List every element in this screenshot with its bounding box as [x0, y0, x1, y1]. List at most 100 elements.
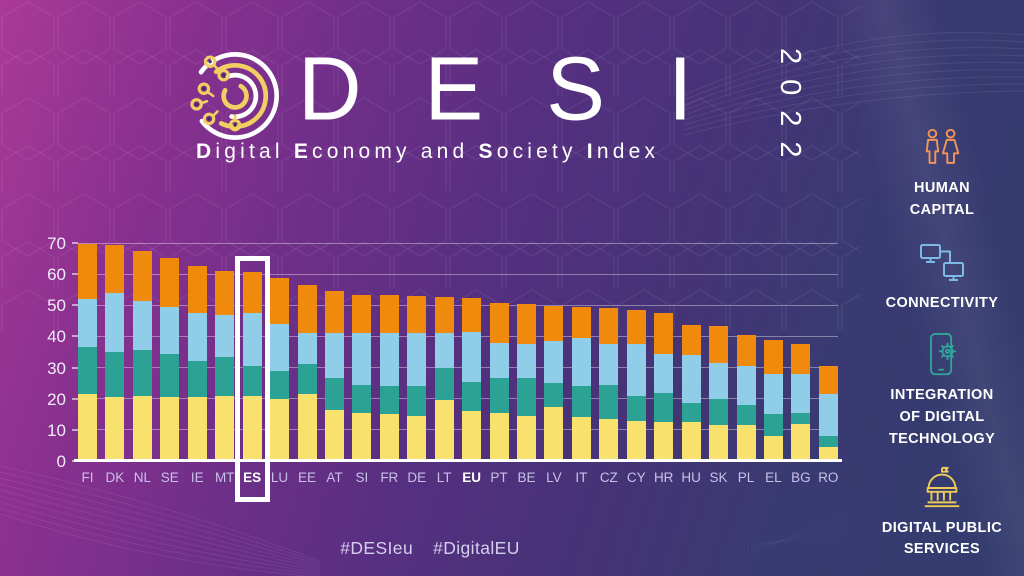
legend-item-integration: INTEGRATION OF DIGITAL TECHNOLOGY — [889, 331, 995, 450]
segment-digital-public-services — [324, 409, 344, 461]
segment-integration-of-digital-technology — [654, 392, 674, 423]
bar-cy — [626, 310, 646, 461]
gridline — [78, 304, 838, 306]
segment-digital-public-services — [736, 425, 756, 461]
people-icon — [919, 124, 965, 172]
axis-tick — [72, 304, 78, 307]
bar-hr — [654, 313, 674, 461]
legend-item-digital-public-services: DIGITAL PUBLIC SERVICES — [882, 464, 1002, 562]
y-tick-label: 0 — [56, 452, 66, 471]
x-tick-label-nl: NL — [133, 470, 151, 485]
x-axis-line — [74, 459, 842, 462]
bar-mt — [215, 271, 235, 461]
segment-connectivity — [681, 355, 701, 404]
segment-human-capital — [517, 304, 536, 345]
segment-integration-of-digital-technology — [489, 378, 509, 413]
y-tick-label: 30 — [47, 358, 66, 378]
x-tick-label-lu: LU — [270, 470, 289, 485]
x-tick-label-se: SE — [160, 470, 179, 485]
segment-human-capital — [434, 296, 454, 334]
segment-integration-of-digital-technology — [78, 347, 97, 395]
x-tick-label-mt: MT — [214, 470, 235, 485]
segment-connectivity — [132, 300, 152, 351]
bar-lv — [544, 306, 564, 461]
segment-connectivity — [489, 342, 509, 379]
segment-digital-public-services — [242, 395, 262, 461]
segment-connectivity — [160, 306, 180, 354]
segment-connectivity — [626, 344, 646, 396]
segment-connectivity — [791, 373, 811, 413]
title-year: 2022 — [774, 48, 806, 173]
bar-cz — [599, 308, 619, 461]
segment-digital-public-services — [160, 397, 180, 461]
segment-integration-of-digital-technology — [297, 364, 317, 395]
hashtag-digitaleu: #DigitalEU — [433, 538, 520, 558]
segment-digital-public-services — [215, 395, 235, 461]
segment-connectivity — [462, 331, 482, 382]
x-tick-label-pt: PT — [490, 470, 508, 485]
segment-integration-of-digital-technology — [599, 384, 619, 419]
axis-tick — [72, 366, 78, 369]
segment-integration-of-digital-technology — [434, 367, 454, 401]
legend-label: HUMAN CAPITAL — [909, 180, 975, 218]
x-tick-label-hu: HU — [681, 470, 701, 485]
segment-human-capital — [489, 302, 509, 343]
axis-tick — [72, 397, 78, 400]
legend-label: DIGITAL PUBLIC SERVICES — [881, 519, 1003, 558]
segment-connectivity — [763, 373, 783, 415]
segment-connectivity — [78, 299, 97, 348]
bar-dk — [105, 245, 125, 461]
bar-es — [242, 271, 262, 461]
segment-human-capital — [270, 277, 290, 324]
bar-pt — [489, 302, 509, 461]
segment-digital-public-services — [544, 406, 564, 461]
segment-integration-of-digital-technology — [407, 386, 427, 416]
x-tick-label-fr: FR — [380, 470, 399, 485]
segment-connectivity — [407, 333, 427, 387]
bar-eu — [462, 298, 482, 461]
segment-digital-public-services — [489, 412, 509, 461]
x-tick-label-bg: BG — [791, 470, 811, 485]
segment-connectivity — [379, 333, 399, 387]
segment-digital-public-services — [654, 422, 674, 461]
bar-be — [517, 304, 536, 461]
gridline — [78, 335, 838, 337]
segment-digital-public-services — [626, 420, 646, 461]
segment-human-capital — [462, 298, 482, 332]
x-tick-label-ro: RO — [818, 470, 839, 485]
x-tick-label-el: EL — [765, 470, 782, 485]
bar-it — [571, 307, 591, 461]
segment-integration-of-digital-technology — [132, 350, 152, 396]
hashtag-desieu: #DESIeu — [340, 538, 414, 558]
segment-connectivity — [654, 353, 674, 393]
axis-tick — [72, 335, 78, 338]
segment-human-capital — [544, 306, 564, 342]
segment-digital-public-services — [599, 418, 619, 461]
bar-nl — [132, 251, 152, 461]
segment-connectivity — [544, 341, 564, 384]
gridline — [78, 242, 838, 244]
segment-connectivity — [297, 333, 317, 365]
axis-tick — [72, 428, 78, 431]
connected-monitors-icon — [918, 239, 966, 287]
segment-integration-of-digital-technology — [215, 356, 235, 396]
x-tick-label-ie: IE — [190, 470, 204, 485]
segment-digital-public-services — [818, 447, 838, 461]
legend-label: INTEGRATION OF DIGITAL TECHNOLOGY — [888, 387, 996, 447]
segment-connectivity — [434, 333, 454, 368]
x-axis-labels: FI DK NL SE IE MT ES LU EE AT SI FR DE LT EU PT BE LV IT CZ… — [78, 470, 839, 485]
legend-label: CONNECTIVITY — [885, 294, 999, 311]
segment-human-capital — [297, 285, 317, 334]
segment-digital-public-services — [297, 394, 317, 461]
footer-hashtags: #DESIeu #DigitalEU — [0, 538, 860, 559]
bar-se — [160, 257, 180, 461]
segment-connectivity — [242, 313, 262, 367]
x-tick-label-be: BE — [517, 470, 536, 485]
x-tick-label-de: DE — [407, 470, 427, 485]
segment-human-capital — [709, 325, 729, 363]
bar-bg — [791, 343, 811, 461]
segment-integration-of-digital-technology — [736, 404, 756, 426]
segment-integration-of-digital-technology — [379, 386, 399, 415]
y-tick-label: 60 — [47, 265, 66, 285]
segment-integration-of-digital-technology — [352, 384, 372, 413]
